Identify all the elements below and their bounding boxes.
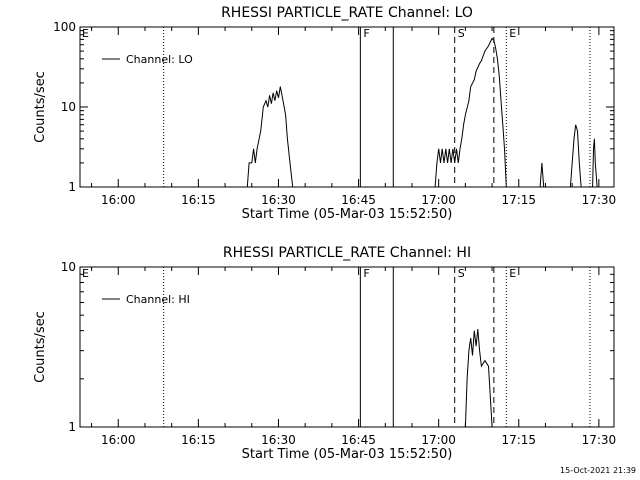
panel1-series-line [569, 124, 582, 188]
panel1-event-label: F [363, 27, 369, 40]
panel1-x-tick-label: 16:00 [101, 193, 136, 207]
panel2-x-tick-label: 16:00 [101, 433, 136, 447]
panel1-x-tick-label: 17:00 [421, 193, 456, 207]
timestamp: 15-Oct-2021 21:39 [560, 466, 636, 475]
panel1-x-tick-label: 17:15 [501, 193, 536, 207]
panel1-edge-mark: E [82, 27, 89, 40]
panel1-x-tick-label: 16:30 [261, 193, 296, 207]
panel2-x-tick-label: 16:15 [181, 433, 216, 447]
panel2-x-tick-label: 16:45 [341, 433, 376, 447]
panel1-series-line [246, 86, 294, 188]
panel1-event-label: S [458, 27, 465, 40]
panel2-chart-title: RHESSI PARTICLE_RATE Channel: HI [223, 245, 471, 261]
panel1-plot-frame [79, 26, 615, 188]
panel1-x-tick-label: 16:15 [181, 193, 216, 207]
panel2-event-label: S [458, 267, 465, 280]
panel1-y-tick-label: 100 [53, 20, 76, 34]
panel1-y-tick-label: 1 [68, 180, 76, 194]
panel2-edge-mark: E [82, 267, 89, 280]
panel2-plot-frame [79, 266, 615, 428]
panel2-x-tick-label: 17:30 [582, 433, 617, 447]
panel2-y-tick-label: 1 [68, 420, 76, 434]
panel1-series-line [434, 37, 507, 188]
panel1-x-axis-label: Start Time (05-Mar-03 15:52:50) [242, 207, 453, 222]
panel2-y-tick-label: 10 [61, 260, 76, 274]
panel1-y-axis-label: Counts/sec [33, 71, 48, 143]
panel1-x-tick-label: 17:30 [582, 193, 617, 207]
panel2-x-tick-label: 17:00 [421, 433, 456, 447]
panel2-y-axis-label: Counts/sec [33, 311, 48, 383]
panel2-legend-label: Channel: HI [126, 293, 190, 306]
panel2-x-tick-label: 16:30 [261, 433, 296, 447]
panel2-event-label: F [363, 267, 369, 280]
panel1-event-label: E [509, 27, 516, 40]
panel2-x-tick-label: 17:15 [501, 433, 536, 447]
panel1-series-line [539, 162, 545, 188]
panel2-event-label: E [509, 267, 516, 280]
panel2-series-line [464, 328, 493, 428]
panel1-x-tick-label: 16:45 [341, 193, 376, 207]
panel1-chart-title: RHESSI PARTICLE_RATE Channel: LO [221, 5, 473, 21]
panel1-series-line [592, 138, 598, 188]
panel1-y-tick-label: 10 [61, 100, 76, 114]
panel2-x-axis-label: Start Time (05-Mar-03 15:52:50) [242, 447, 453, 462]
panel1-legend-label: Channel: LO [126, 53, 193, 66]
